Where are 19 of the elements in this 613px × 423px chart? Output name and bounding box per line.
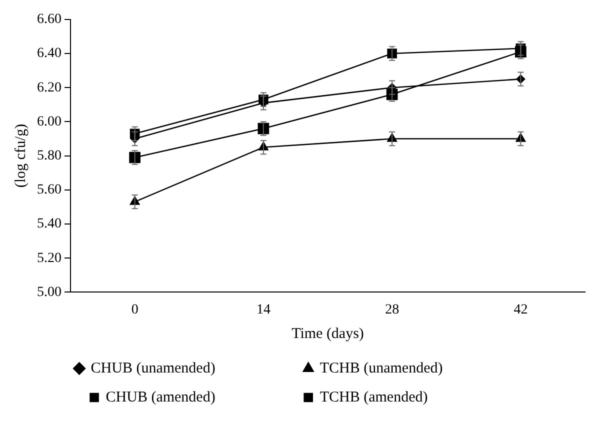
x-tick-label: 14: [256, 302, 270, 318]
y-tick-label: 6.60: [37, 12, 62, 28]
legend-label: CHUB (amended): [106, 389, 290, 406]
y-tick-label: 6.00: [37, 114, 62, 130]
y-tick-label: 5.40: [37, 216, 62, 232]
legend-label: CHUB (unamended): [90, 360, 290, 376]
x-tick-label: 0: [131, 302, 138, 318]
y-tick-label: 5.80: [37, 148, 62, 164]
y-tick-label: 5.20: [37, 250, 62, 266]
legend-label: TCHB (amended): [320, 389, 503, 406]
y-tick-label: 5.00: [37, 284, 62, 300]
y-tick-label: 6.40: [37, 46, 62, 62]
y-tick-label: 5.60: [37, 182, 62, 198]
x-tick-label: 28: [385, 302, 400, 318]
x-tick-label: 42: [514, 302, 528, 318]
y-tick-label: 6.20: [37, 80, 62, 96]
legend-label: TCHB (unamended): [320, 360, 518, 376]
y-axis-title: (log cfu/g): [12, 124, 29, 188]
x-axis-title: Time (days): [292, 326, 364, 342]
